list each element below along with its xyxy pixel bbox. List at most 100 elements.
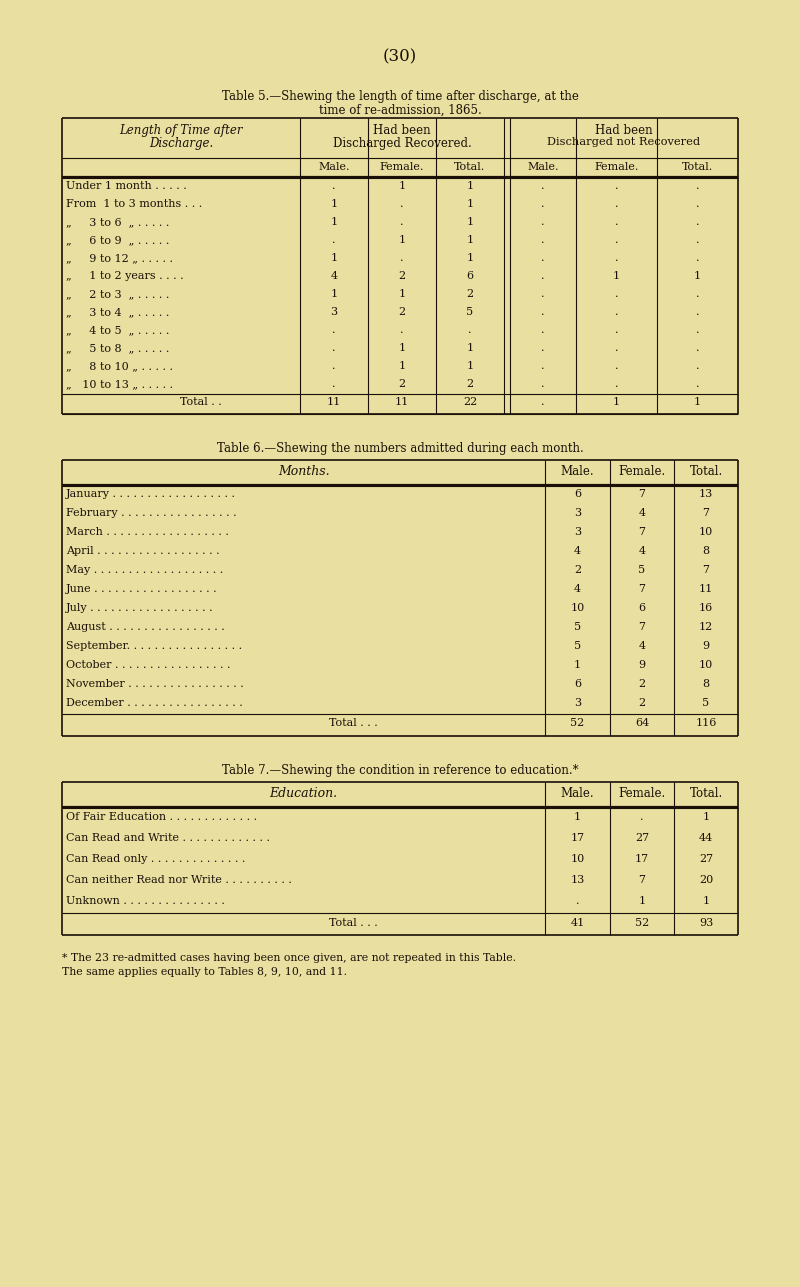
- Text: 7: 7: [702, 508, 710, 517]
- Text: 2: 2: [638, 680, 646, 689]
- Text: 20: 20: [699, 875, 713, 885]
- Text: 27: 27: [635, 833, 649, 843]
- Text: Female.: Female.: [594, 162, 638, 172]
- Text: .: .: [542, 272, 545, 281]
- Text: October . . . . . . . . . . . . . . . . .: October . . . . . . . . . . . . . . . . …: [66, 660, 230, 671]
- Text: 1: 1: [466, 181, 474, 190]
- Text: 7: 7: [638, 875, 646, 885]
- Text: .: .: [614, 236, 618, 245]
- Text: 4: 4: [638, 546, 646, 556]
- Text: „     9 to 12 „ . . . . .: „ 9 to 12 „ . . . . .: [66, 254, 173, 263]
- Text: 11: 11: [327, 396, 341, 407]
- Text: „     1 to 2 years . . . .: „ 1 to 2 years . . . .: [66, 272, 184, 281]
- Text: Female.: Female.: [618, 786, 666, 801]
- Text: * The 23 re-admitted cases having been once given, are not repeated in this Tabl: * The 23 re-admitted cases having been o…: [62, 952, 516, 963]
- Text: .: .: [696, 199, 699, 208]
- Text: .: .: [542, 326, 545, 335]
- Text: Total . . .: Total . . .: [329, 918, 378, 928]
- Text: March . . . . . . . . . . . . . . . . . .: March . . . . . . . . . . . . . . . . . …: [66, 526, 229, 537]
- Text: 5: 5: [574, 641, 581, 651]
- Text: 52: 52: [570, 718, 585, 728]
- Text: .: .: [400, 326, 404, 335]
- Text: 1: 1: [466, 236, 474, 245]
- Text: .: .: [542, 199, 545, 208]
- Text: 1: 1: [466, 360, 474, 371]
- Text: 10: 10: [570, 855, 585, 864]
- Text: February . . . . . . . . . . . . . . . . .: February . . . . . . . . . . . . . . . .…: [66, 508, 237, 517]
- Text: Female.: Female.: [380, 162, 424, 172]
- Text: Total.: Total.: [454, 162, 486, 172]
- Text: 11: 11: [699, 584, 713, 595]
- Text: .: .: [542, 396, 545, 407]
- Text: .: .: [576, 896, 579, 906]
- Text: 3: 3: [574, 508, 581, 517]
- Text: .: .: [696, 181, 699, 190]
- Text: 1: 1: [398, 181, 406, 190]
- Text: 1: 1: [613, 272, 620, 281]
- Text: Male.: Male.: [561, 786, 594, 801]
- Text: .: .: [696, 344, 699, 353]
- Text: 7: 7: [638, 622, 646, 632]
- Text: 9: 9: [638, 660, 646, 671]
- Text: 10: 10: [699, 660, 713, 671]
- Text: .: .: [468, 326, 472, 335]
- Text: .: .: [400, 254, 404, 263]
- Text: .: .: [542, 360, 545, 371]
- Text: time of re-admission, 1865.: time of re-admission, 1865.: [318, 104, 482, 117]
- Text: .: .: [614, 378, 618, 389]
- Text: .: .: [542, 344, 545, 353]
- Text: August . . . . . . . . . . . . . . . . .: August . . . . . . . . . . . . . . . . .: [66, 622, 225, 632]
- Text: .: .: [614, 360, 618, 371]
- Text: 1: 1: [702, 896, 710, 906]
- Text: .: .: [696, 290, 699, 299]
- Text: .: .: [542, 218, 545, 227]
- Text: .: .: [696, 236, 699, 245]
- Text: 2: 2: [466, 378, 474, 389]
- Text: 2: 2: [398, 308, 406, 317]
- Text: 6: 6: [574, 680, 581, 689]
- Text: 27: 27: [699, 855, 713, 864]
- Text: January . . . . . . . . . . . . . . . . . .: January . . . . . . . . . . . . . . . . …: [66, 489, 236, 499]
- Text: 10: 10: [699, 526, 713, 537]
- Text: 22: 22: [463, 396, 477, 407]
- Text: 2: 2: [398, 378, 406, 389]
- Text: Table 5.—Shewing the length of time after discharge, at the: Table 5.—Shewing the length of time afte…: [222, 90, 578, 103]
- Text: .: .: [696, 218, 699, 227]
- Text: „     2 to 3  „ . . . . .: „ 2 to 3 „ . . . . .: [66, 290, 170, 299]
- Text: .: .: [542, 236, 545, 245]
- Text: Had been: Had been: [373, 124, 431, 136]
- Text: 1: 1: [466, 344, 474, 353]
- Text: 1: 1: [330, 290, 338, 299]
- Text: May . . . . . . . . . . . . . . . . . . .: May . . . . . . . . . . . . . . . . . . …: [66, 565, 223, 575]
- Text: 1: 1: [694, 272, 701, 281]
- Text: .: .: [696, 326, 699, 335]
- Text: 3: 3: [574, 698, 581, 708]
- Text: .: .: [696, 360, 699, 371]
- Text: November . . . . . . . . . . . . . . . . .: November . . . . . . . . . . . . . . . .…: [66, 680, 244, 689]
- Text: .: .: [332, 326, 336, 335]
- Text: .: .: [332, 236, 336, 245]
- Text: 11: 11: [395, 396, 409, 407]
- Text: 6: 6: [638, 604, 646, 613]
- Text: 7: 7: [702, 565, 710, 575]
- Text: 3: 3: [330, 308, 338, 317]
- Text: 1: 1: [330, 254, 338, 263]
- Text: „     8 to 10 „ . . . . .: „ 8 to 10 „ . . . . .: [66, 360, 173, 371]
- Text: 8: 8: [702, 546, 710, 556]
- Text: .: .: [614, 326, 618, 335]
- Text: Female.: Female.: [618, 465, 666, 477]
- Text: December . . . . . . . . . . . . . . . . .: December . . . . . . . . . . . . . . . .…: [66, 698, 242, 708]
- Text: „     6 to 9  „ . . . . .: „ 6 to 9 „ . . . . .: [66, 236, 170, 245]
- Text: From  1 to 3 months . . .: From 1 to 3 months . . .: [66, 199, 202, 208]
- Text: Of Fair Education . . . . . . . . . . . . .: Of Fair Education . . . . . . . . . . . …: [66, 812, 257, 822]
- Text: Discharged not Recovered: Discharged not Recovered: [547, 136, 701, 147]
- Text: Can Read and Write . . . . . . . . . . . . .: Can Read and Write . . . . . . . . . . .…: [66, 833, 270, 843]
- Text: .: .: [542, 181, 545, 190]
- Text: 1: 1: [398, 236, 406, 245]
- Text: 1: 1: [574, 660, 581, 671]
- Text: Total.: Total.: [690, 465, 722, 477]
- Text: .: .: [696, 254, 699, 263]
- Text: 116: 116: [695, 718, 717, 728]
- Text: 17: 17: [635, 855, 649, 864]
- Text: 5: 5: [638, 565, 646, 575]
